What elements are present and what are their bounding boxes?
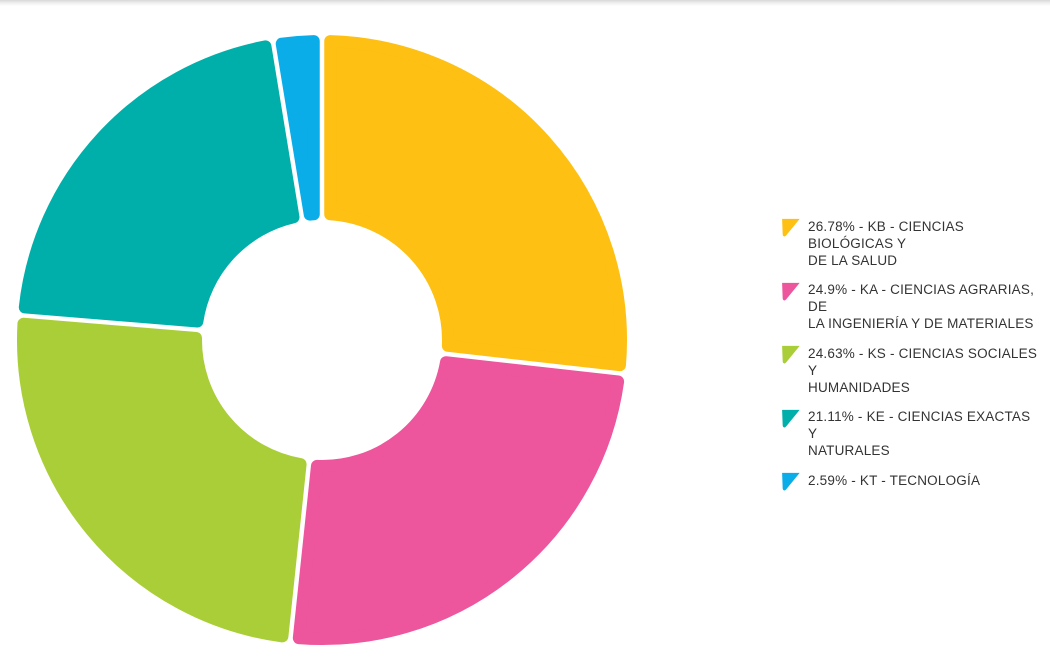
legend-label: 24.9% - KA - CIENCIAS AGRARIAS, DE LA IN… xyxy=(808,282,1035,331)
legend-swatch-icon xyxy=(782,409,800,427)
legend-item-KB[interactable]: 26.78% - KB - CIENCIAS BIOLÓGICAS Y DE L… xyxy=(780,217,1038,269)
legend-label: 24.63% - KS - CIENCIAS SOCIALES Y HUMANI… xyxy=(808,345,1038,395)
legend-item-KE[interactable]: 21.11% - KE - CIENCIAS EXACTAS Y NATURAL… xyxy=(780,408,1038,460)
legend-swatch-icon xyxy=(782,472,800,491)
pie-slice-KA[interactable] xyxy=(292,356,625,645)
legend-swatch-icon xyxy=(782,218,800,237)
pie-slice-KB[interactable] xyxy=(324,35,627,372)
chart-legend: 26.78% - KB - CIENCIAS BIOLÓGICAS Y DE L… xyxy=(780,217,1038,504)
legend-swatch-icon xyxy=(782,345,800,364)
pie-slice-KE[interactable] xyxy=(18,40,300,328)
pie-slice-KT[interactable] xyxy=(275,35,320,221)
legend-item-KS[interactable]: 24.63% - KS - CIENCIAS SOCIALES Y HUMANI… xyxy=(780,344,1038,396)
donut-chart xyxy=(17,35,627,645)
legend-label: 26.78% - KB - CIENCIAS BIOLÓGICAS Y DE L… xyxy=(808,218,964,268)
legend-label: 21.11% - KE - CIENCIAS EXACTAS Y NATURAL… xyxy=(808,409,1031,458)
pie-slice-KS[interactable] xyxy=(17,317,307,643)
top-edge-shadow xyxy=(0,0,1050,6)
legend-swatch-icon xyxy=(782,282,800,300)
legend-item-KA[interactable]: 24.9% - KA - CIENCIAS AGRARIAS, DE LA IN… xyxy=(780,281,1038,333)
legend-item-KT[interactable]: 2.59% - KT - TECNOLOGÍA xyxy=(780,471,1038,492)
legend-label: 2.59% - KT - TECNOLOGÍA xyxy=(808,472,981,488)
